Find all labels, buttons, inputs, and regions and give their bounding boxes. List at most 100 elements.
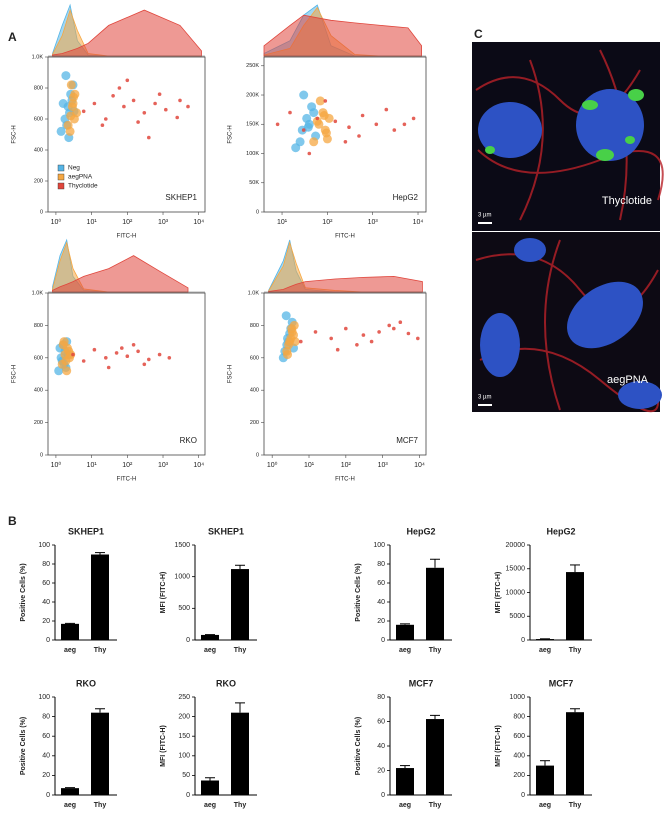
point — [66, 80, 76, 90]
y-tick-label: 800 — [250, 323, 259, 329]
point — [299, 339, 303, 344]
sample-label: MCF7 — [396, 436, 418, 445]
x-axis-label: FITC-H — [335, 234, 355, 240]
point — [136, 349, 140, 354]
x-tick-label: 10¹ — [87, 462, 98, 469]
bar — [201, 780, 219, 795]
x-tick-label: Thy — [94, 802, 107, 809]
point — [309, 108, 319, 118]
point — [411, 116, 416, 121]
point — [66, 350, 76, 360]
y-tick-label: 0 — [381, 792, 385, 799]
x-tick-label: Thy — [569, 647, 582, 654]
y-tick-label: 200 — [178, 713, 190, 720]
bar — [201, 634, 219, 640]
y-tick-label: 50K — [249, 180, 259, 186]
y-tick-label: 10000 — [506, 589, 526, 596]
y-tick-label: 400 — [34, 388, 43, 394]
chart-title: RKO — [76, 678, 96, 688]
point — [290, 337, 300, 347]
chart-title: MCF7 — [409, 678, 434, 688]
point — [313, 330, 318, 334]
point — [157, 352, 162, 357]
y-tick-label: 5000 — [509, 613, 525, 620]
point — [67, 102, 77, 112]
plot-frame — [47, 292, 206, 456]
y-tick-label: 60 — [377, 580, 385, 587]
y-tick-label: 1.0K — [32, 290, 44, 296]
point — [384, 107, 389, 112]
point — [58, 340, 68, 350]
x-tick-label: Thy — [234, 647, 247, 654]
bar — [536, 639, 554, 640]
y-tick-label: 0 — [186, 792, 190, 799]
plot-frame — [263, 292, 427, 456]
y-tick-label: 20 — [377, 618, 385, 625]
y-tick-label: 800 — [34, 85, 43, 91]
point — [387, 323, 392, 328]
point — [323, 99, 328, 103]
y-axis-label: Positive Cells (%) — [355, 717, 362, 775]
scale-label: 3 µm — [478, 395, 491, 401]
point — [406, 331, 411, 336]
bar — [536, 765, 554, 795]
y-tick-label: 1.0K — [32, 54, 44, 60]
point — [416, 336, 420, 341]
y-axis-label: Positive Cells (%) — [20, 563, 27, 621]
point — [398, 320, 403, 325]
y-tick-label: 600 — [250, 355, 259, 361]
y-tick-label: 100 — [38, 694, 50, 701]
y-tick-label: 0 — [521, 637, 525, 644]
y-tick-label: 20 — [42, 772, 50, 779]
x-tick-label: 10³ — [378, 462, 389, 469]
x-tick-label: 10¹ — [304, 462, 315, 469]
y-tick-label: 100 — [178, 753, 190, 760]
y-tick-label: 200 — [34, 178, 43, 184]
y-tick-label: 60 — [42, 733, 50, 740]
point — [100, 123, 105, 127]
point — [329, 336, 334, 341]
legend-label: Neg — [68, 165, 80, 172]
panel-label: C — [474, 27, 483, 41]
point — [374, 122, 379, 127]
y-tick-label: 15000 — [506, 566, 526, 573]
bar — [61, 623, 79, 640]
bar — [396, 624, 414, 640]
point — [122, 104, 126, 109]
point — [355, 343, 359, 347]
y-tick-label: 100 — [373, 542, 385, 549]
point — [104, 117, 108, 121]
plot-frame — [47, 56, 206, 213]
y-tick-label: 800 — [513, 713, 525, 720]
y-tick-label: 0 — [186, 637, 190, 644]
x-tick-label: 10⁰ — [51, 218, 62, 226]
y-axis-label: FSC-H — [228, 365, 234, 383]
y-axis-label: MFI (FITC-H) — [160, 572, 167, 614]
point — [303, 122, 313, 132]
point — [333, 119, 338, 124]
y-tick-label: 40 — [42, 599, 50, 606]
legend-swatch — [57, 173, 65, 181]
y-tick-label: 400 — [513, 753, 525, 760]
point — [69, 114, 79, 124]
point — [167, 356, 172, 360]
y-tick-label: 0 — [256, 209, 259, 215]
y-tick-label: 80 — [377, 694, 385, 701]
point — [360, 113, 365, 118]
image-label: aegPNA — [607, 374, 649, 386]
y-tick-label: 250K — [246, 63, 259, 69]
y-tick-label: 60 — [377, 718, 385, 725]
point — [309, 137, 319, 147]
x-tick-label: Thy — [94, 647, 107, 654]
x-tick-label: 10³ — [158, 462, 169, 469]
y-tick-label: 40 — [42, 753, 50, 760]
point — [275, 122, 280, 127]
legend-label: aegPNA — [68, 174, 93, 181]
x-tick-label: aeg — [64, 647, 76, 654]
y-tick-label: 0 — [46, 792, 50, 799]
x-tick-label: 10³ — [158, 219, 169, 226]
chart-title: HepG2 — [406, 526, 435, 536]
panel-label: B — [8, 514, 17, 528]
x-tick-label: Thy — [569, 802, 582, 809]
